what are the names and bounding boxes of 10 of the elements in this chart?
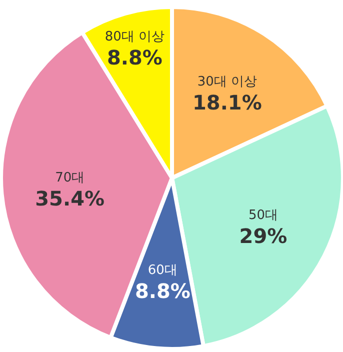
data-label: 8.8% bbox=[134, 279, 190, 304]
data-label: 35.4% bbox=[35, 186, 105, 210]
data-label: 18.1% bbox=[192, 90, 262, 115]
slice-label: 50대 bbox=[248, 208, 278, 223]
data-label: 8.8% bbox=[106, 45, 162, 70]
slice-label: 30대 이상 bbox=[197, 74, 258, 90]
slice-label: 60대 bbox=[148, 263, 178, 278]
slice-label: 80대 이상 bbox=[104, 29, 165, 44]
data-label: 29% bbox=[239, 224, 288, 248]
slice-label: 70대 bbox=[55, 170, 85, 186]
